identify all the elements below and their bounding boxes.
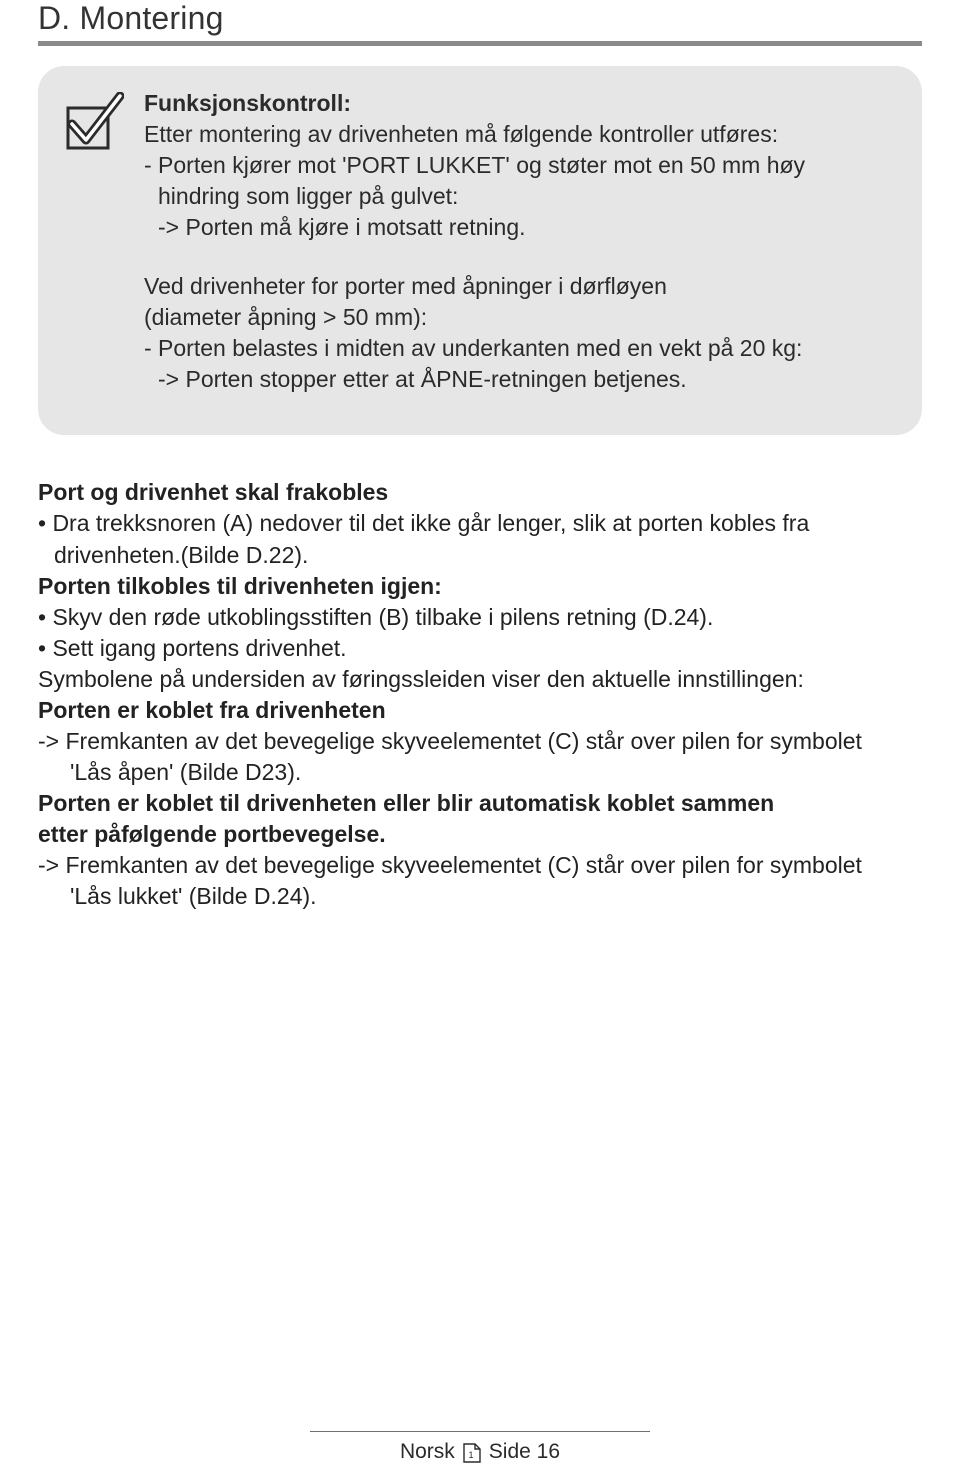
callout-line: Ved drivenheter for porter med åpninger … bbox=[144, 271, 898, 302]
body-line: Symbolene på undersiden av føringssleide… bbox=[38, 664, 922, 695]
page-heading: D. Montering bbox=[38, 0, 224, 37]
callout-line: -> Porten stopper etter at ÅPNE-retninge… bbox=[144, 364, 898, 395]
callout-line: (diameter åpning > 50 mm): bbox=[144, 302, 898, 333]
checkmark-icon bbox=[62, 88, 128, 395]
heading-row: D. Montering bbox=[38, 0, 922, 37]
body-text: Port og drivenhet skal frakobles • Dra t… bbox=[38, 477, 922, 912]
callout-line: -> Porten må kjøre i motsatt retning. bbox=[144, 212, 898, 243]
footer-page: Side 16 bbox=[489, 1440, 560, 1464]
footer-rule bbox=[310, 1431, 650, 1433]
subheading: Porten er koblet til drivenheten eller b… bbox=[38, 788, 922, 819]
page-icon: 1 bbox=[463, 1440, 481, 1464]
callout-title: Funksjonskontroll: bbox=[144, 88, 898, 119]
body-line: • Skyv den røde utkoblingsstiften (B) ti… bbox=[38, 602, 922, 633]
subheading: Porten tilkobles til drivenheten igjen: bbox=[38, 571, 922, 602]
callout-line: - Porten kjører mot 'PORT LUKKET' og stø… bbox=[144, 150, 898, 181]
subheading: Porten er koblet fra drivenheten bbox=[38, 695, 922, 726]
page-content: D. Montering Funksjonskontroll: Etter mo… bbox=[0, 0, 960, 912]
subheading: etter påfølgende portbevegelse. bbox=[38, 819, 922, 850]
body-line: 'Lås lukket' (Bilde D.24). bbox=[38, 881, 922, 912]
body-line: -> Fremkanten av det bevegelige skyveele… bbox=[38, 726, 922, 757]
body-line: • Dra trekksnoren (A) nedover til det ik… bbox=[38, 508, 922, 539]
body-line: -> Fremkanten av det bevegelige skyveele… bbox=[38, 850, 922, 881]
callout-text: Funksjonskontroll: Etter montering av dr… bbox=[144, 88, 898, 395]
body-line: drivenheten.(Bilde D.22). bbox=[38, 540, 922, 571]
footer-language: Norsk bbox=[400, 1440, 455, 1464]
body-line: • Sett igang portens drivenhet. bbox=[38, 633, 922, 664]
callout-intro: Etter montering av drivenheten må følgen… bbox=[144, 119, 898, 150]
svg-text:1: 1 bbox=[468, 1450, 473, 1460]
callout-line: hindring som ligger på gulvet: bbox=[144, 181, 898, 212]
page-footer: Norsk 1 Side 16 bbox=[0, 1431, 960, 1465]
subheading: Port og drivenhet skal frakobles bbox=[38, 477, 922, 508]
heading-rule bbox=[38, 41, 922, 46]
body-line: 'Lås åpen' (Bilde D23). bbox=[38, 757, 922, 788]
callout-box: Funksjonskontroll: Etter montering av dr… bbox=[38, 66, 922, 435]
callout-line: - Porten belastes i midten av underkante… bbox=[144, 333, 898, 364]
